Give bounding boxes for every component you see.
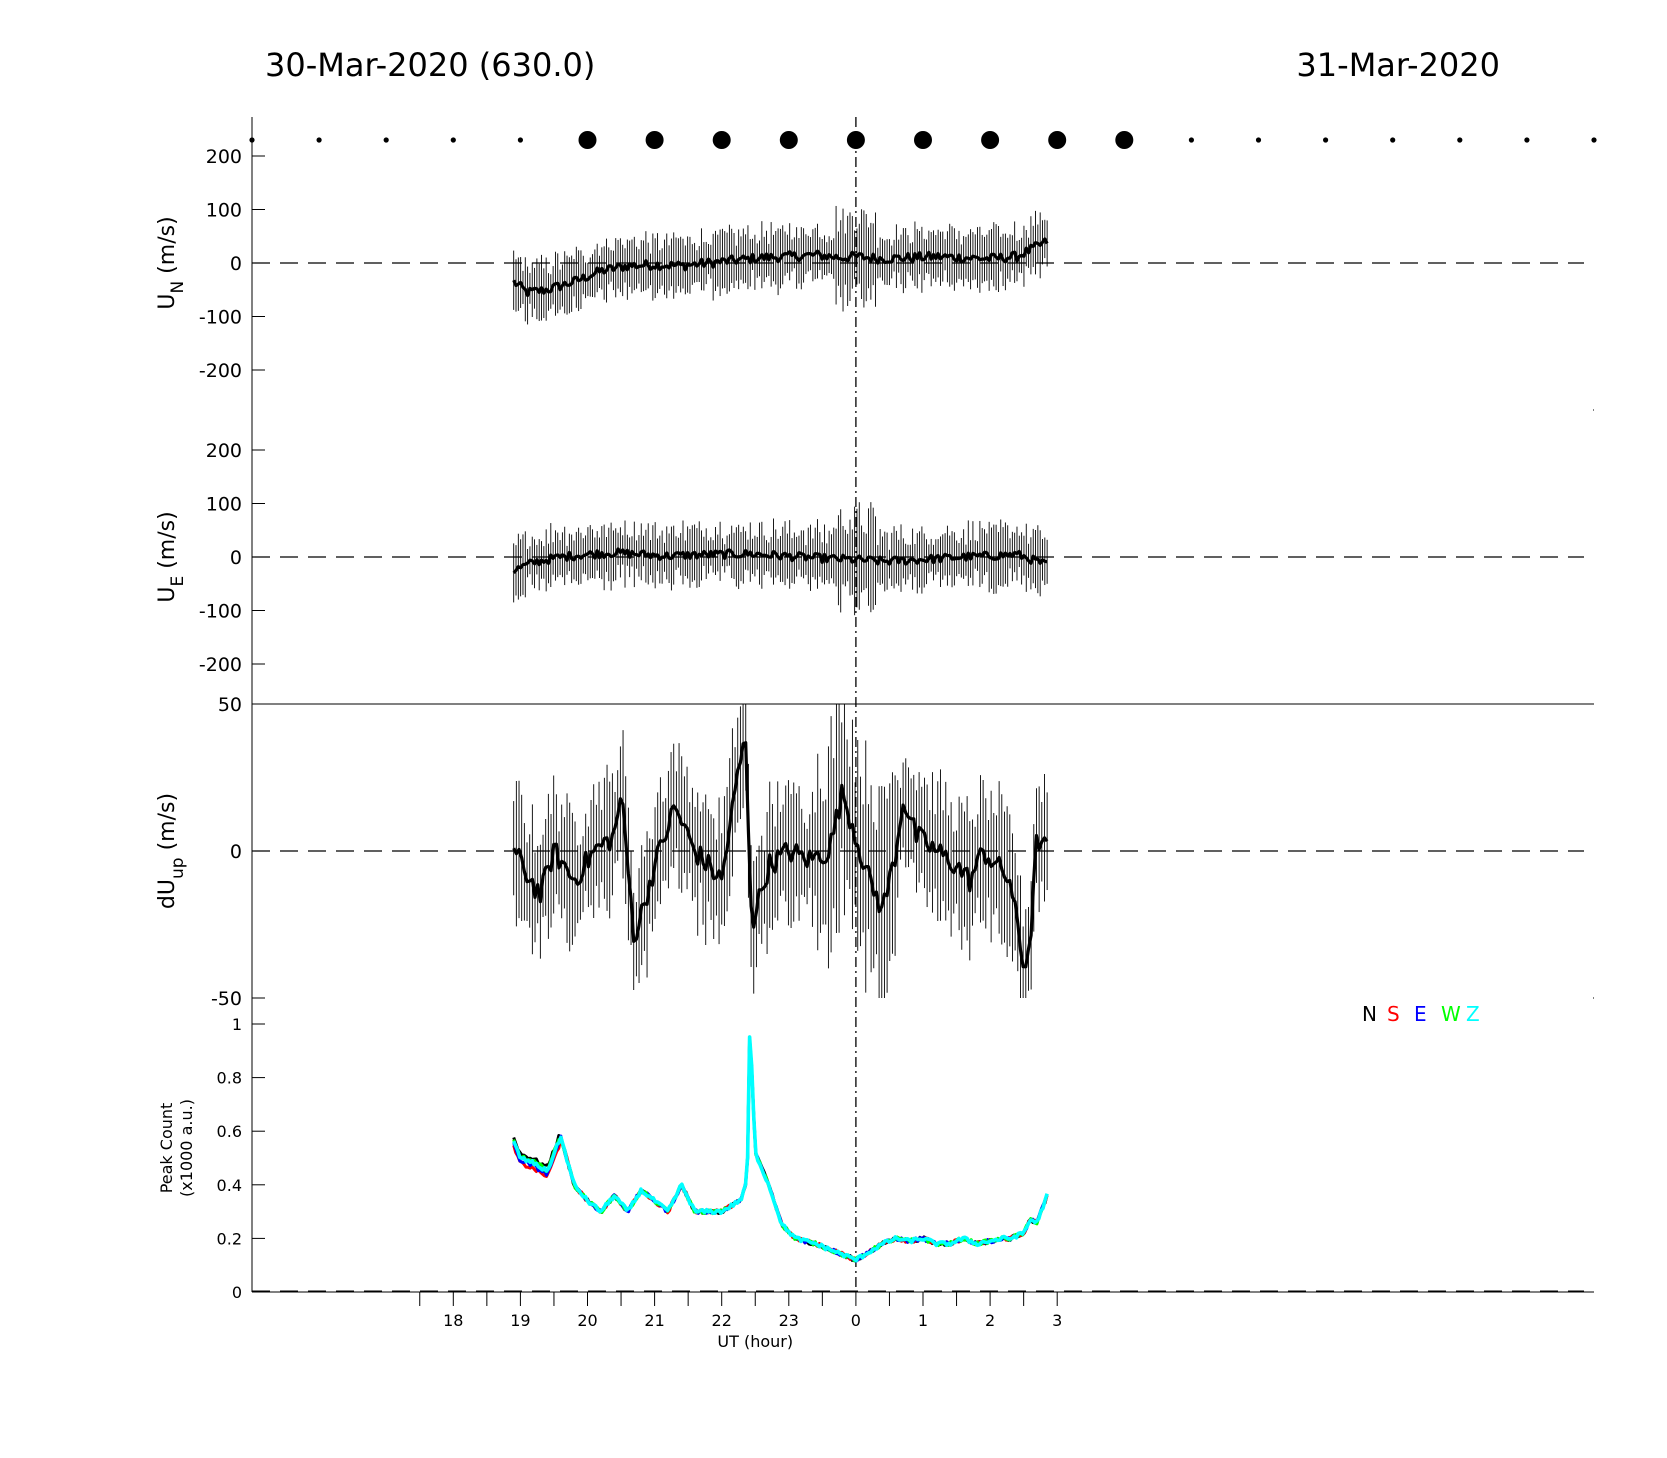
y-tick-label: 0.4: [217, 1176, 242, 1195]
sky-dot: [450, 137, 456, 143]
y-axis-label-line2: (x1000 a.u.): [177, 1099, 196, 1197]
y-tick-label: 0.6: [217, 1122, 242, 1141]
y-tick-label: -100: [199, 601, 242, 623]
y-tick-label: 0: [230, 841, 242, 863]
sky-dot: [846, 131, 865, 149]
y-tick-label: 200: [206, 146, 242, 168]
y-axis-label: UN (m/s): [155, 216, 188, 309]
y-axis-label-line1: Peak Count: [157, 1103, 176, 1194]
sky-dot: [1323, 137, 1329, 143]
y-tick-label: -200: [199, 654, 242, 676]
y-tick-label: 0.8: [217, 1069, 242, 1088]
y-tick-label: 0.2: [217, 1229, 242, 1248]
sky-dot: [645, 131, 664, 149]
y-tick-label: 0: [230, 253, 242, 275]
legend-entry-n: N: [1362, 1002, 1377, 1026]
y-axis-label-text: UN (m/s): [155, 216, 188, 309]
sky-dot: [1048, 131, 1067, 149]
right-date-title: 31-Mar-2020: [1296, 46, 1500, 84]
ue-panel: 200 100 0 -100 -200 UE (m/s): [155, 440, 1584, 676]
legend-entry-e: E: [1414, 1002, 1427, 1026]
y-tick-label: 0: [232, 1283, 242, 1302]
sky-dot: [578, 131, 597, 149]
y-tick-label: -50: [211, 988, 242, 1010]
sky-dot: [1255, 137, 1262, 143]
y-axis-label-text: UE (m/s): [155, 511, 188, 602]
legend-entry-s: S: [1387, 1002, 1400, 1026]
x-tick-label: 1: [918, 1311, 928, 1330]
y-axis-label: Peak Count (x1000 a.u.): [157, 1099, 196, 1197]
error-bars: [513, 205, 1048, 325]
sky-dots-layer: [249, 131, 1597, 149]
sky-dot: [1390, 137, 1396, 143]
axes-layer: [251, 117, 1594, 1293]
y-tick-label: 1: [232, 1015, 242, 1034]
x-tick-label: 0: [851, 1311, 861, 1330]
x-tick-label: 22: [712, 1311, 732, 1330]
sky-dot: [249, 137, 255, 143]
peak-count-series-n: [512, 1038, 1049, 1262]
sky-dot: [1591, 137, 1597, 143]
sky-dot: [517, 137, 524, 143]
sky-dot: [316, 137, 322, 143]
x-axis-label: UT (hour): [717, 1332, 793, 1351]
peak-count-series-w: [512, 1036, 1049, 1263]
un-panel: 200 100 0 -100 -200 UN (m/s): [155, 146, 1584, 382]
peak-count-series-e: [512, 1038, 1049, 1263]
sky-dot: [1115, 131, 1134, 149]
y-tick-label: 200: [206, 440, 242, 462]
sky-dot: [383, 137, 389, 143]
x-tick-label: 20: [577, 1311, 597, 1330]
y-tick-label: 100: [206, 494, 242, 516]
y-tick-label: -200: [199, 360, 242, 382]
sky-dot: [1457, 137, 1463, 143]
dup-panel: 50 0 -50 dUup (m/s): [155, 694, 1584, 1010]
peak-count-panel: 1 0.8 0.6 0.4 0.2 0 Peak Count (x1000 a.u.) 18 19…: [157, 1015, 1584, 1351]
sky-dot: [779, 131, 798, 149]
sky-dot: [981, 131, 1000, 149]
x-tick-label: 21: [644, 1311, 664, 1330]
dup-series-line: [512, 741, 1049, 969]
peak-count-series-z: [512, 1035, 1049, 1263]
wind-series-line: [512, 547, 1048, 574]
peak-count-series-s: [512, 1035, 1049, 1262]
y-axis-label: dUup (m/s): [155, 793, 188, 909]
legend-entry-z: Z: [1466, 1002, 1480, 1026]
y-axis-label: UE (m/s): [155, 511, 188, 602]
x-tick-label: 2: [985, 1311, 995, 1330]
sky-dot: [1188, 137, 1194, 143]
x-tick-label: 18: [443, 1311, 463, 1330]
sky-dot: [1524, 137, 1530, 143]
legend-entry-w: W: [1441, 1002, 1461, 1026]
y-tick-label: 0: [230, 547, 242, 569]
y-tick-label: 100: [206, 200, 242, 222]
y-axis-label-text: dUup (m/s): [155, 793, 188, 909]
x-tick-label: 3: [1052, 1311, 1062, 1330]
x-tick-label: 19: [510, 1311, 530, 1330]
sky-dot: [712, 131, 731, 149]
y-tick-label: 50: [218, 694, 242, 716]
sky-dot: [914, 131, 932, 149]
y-tick-label: -100: [199, 307, 242, 329]
wind-series-line: [512, 237, 1049, 298]
x-tick-label: 23: [779, 1311, 799, 1330]
left-date-title: 30-Mar-2020 (630.0): [265, 46, 595, 84]
